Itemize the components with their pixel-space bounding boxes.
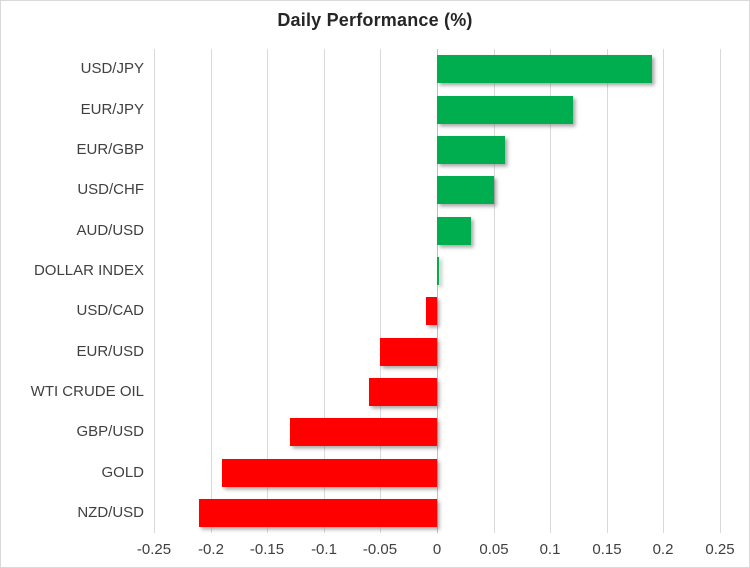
x-tick-label: -0.25 [136,541,172,558]
bar-gold [222,459,437,487]
gridline [211,49,212,533]
gridline [607,49,608,533]
bar-wti-crude-oil [369,378,437,406]
gridline [154,49,155,533]
x-tick-label: -0.2 [198,541,224,558]
bar-nzd-usd [199,499,437,527]
x-tick-label: 0.25 [705,541,735,558]
bar-dollar-index [437,257,439,285]
zero-axis-line [437,49,438,533]
category-label-wti-crude-oil: WTI CRUDE OIL [30,383,144,400]
bar-eur-jpy [437,96,573,124]
category-label-gold: GOLD [101,464,144,481]
bar-gbp-usd [290,418,437,446]
gridline [324,49,325,533]
category-label-aud-usd: AUD/USD [76,222,144,239]
bar-usd-jpy [437,55,652,83]
gridline [550,49,551,533]
category-label-eur-gbp: EUR/GBP [76,141,144,158]
category-label-eur-usd: EUR/USD [76,343,144,360]
gridline [663,49,664,533]
category-label-dollar-index: DOLLAR INDEX [33,262,144,279]
category-label-usd-cad: USD/CAD [76,302,144,319]
gridline [720,49,721,533]
x-tick-label: -0.15 [249,541,285,558]
chart-title: Daily Performance (%) [277,10,473,30]
bar-usd-cad [426,297,437,325]
category-label-usd-chf: USD/CHF [77,181,144,198]
x-tick-label: 0.15 [592,541,622,558]
category-label-usd-jpy: USD/JPY [80,60,144,77]
x-tick-label: 0.2 [652,541,674,558]
bar-aud-usd [437,217,471,245]
gridline [267,49,268,533]
gridline [494,49,495,533]
bar-eur-usd [380,338,437,366]
x-tick-label: 0 [432,541,442,558]
x-tick-label: -0.05 [362,541,398,558]
x-tick-label: 0.05 [479,541,509,558]
x-tick-label: 0.1 [539,541,561,558]
x-tick-label: -0.1 [311,541,337,558]
gridline [380,49,381,533]
bar-eur-gbp [437,136,505,164]
category-label-gbp-usd: GBP/USD [76,423,144,440]
bar-usd-chf [437,176,494,204]
category-label-eur-jpy: EUR/JPY [80,101,144,118]
category-label-nzd-usd: NZD/USD [77,504,144,521]
